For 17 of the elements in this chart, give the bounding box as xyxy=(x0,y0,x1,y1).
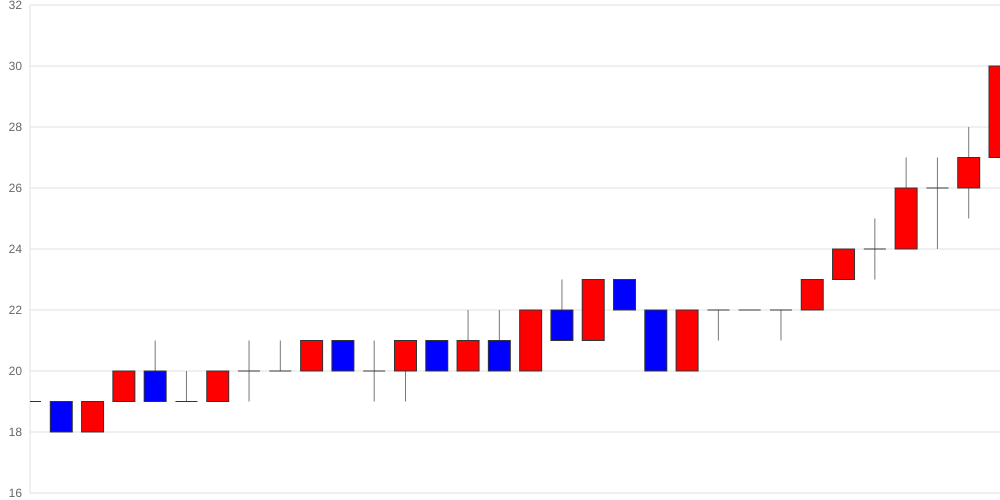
y-tick-label: 18 xyxy=(8,425,22,440)
y-tick-label: 20 xyxy=(8,364,22,378)
y-tick-label: 30 xyxy=(8,59,22,74)
candlestick xyxy=(769,310,792,341)
candlestick xyxy=(706,310,730,341)
candlestick xyxy=(174,370,198,402)
candlestick xyxy=(926,157,949,250)
y-tick-label: 22 xyxy=(8,303,22,318)
y-tick-label: 28 xyxy=(8,120,22,134)
candlestick xyxy=(362,340,386,402)
y-tick-label: 16 xyxy=(8,486,22,500)
candlestick xyxy=(238,340,261,402)
y-tick-label: 32 xyxy=(8,0,22,12)
y-tick-label: 24 xyxy=(8,242,22,256)
y-tick-label: 26 xyxy=(8,181,22,196)
candlestick xyxy=(268,340,292,372)
candlestick xyxy=(863,218,886,280)
